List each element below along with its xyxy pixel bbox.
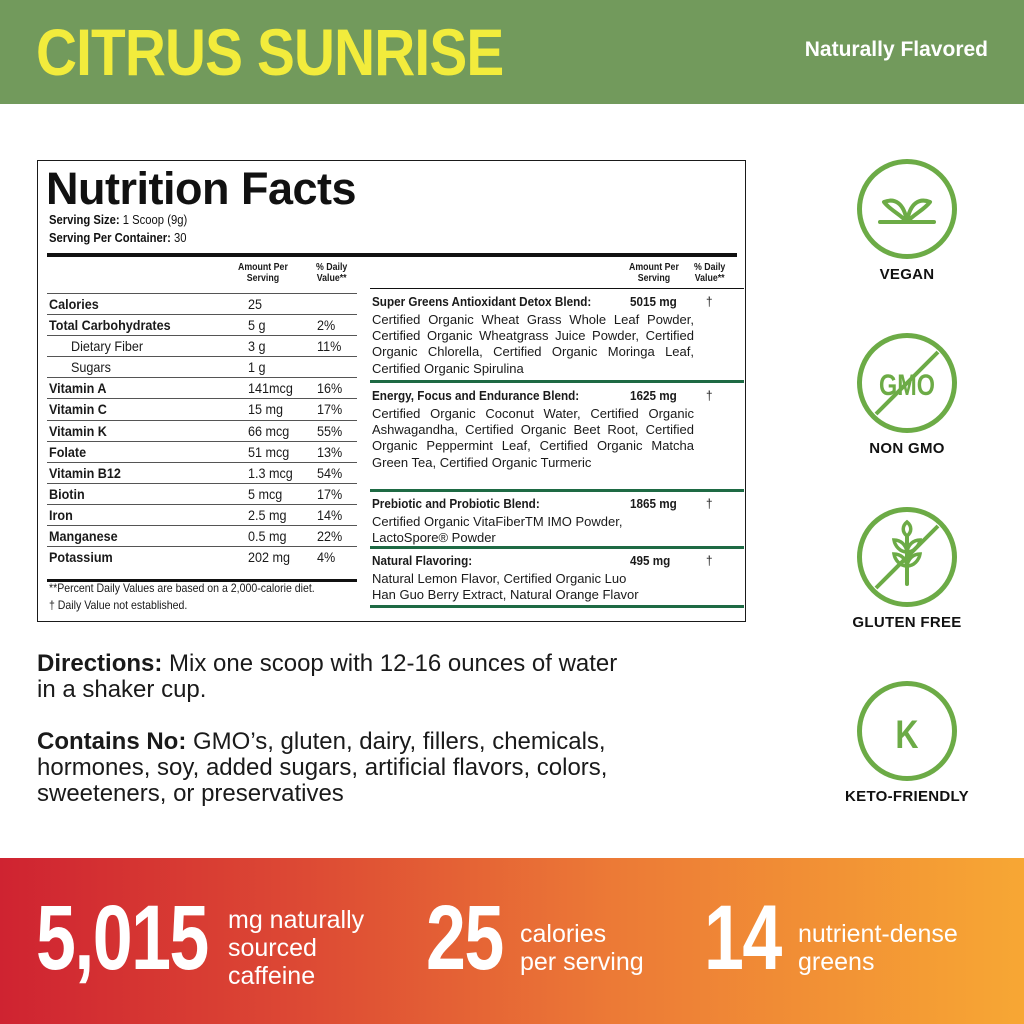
table-row: Manganese 0.5 mg 22% <box>47 525 357 546</box>
footnote-dv: **Percent Daily Values are based on a 2,… <box>49 581 315 595</box>
badge-label-gluten-free: GLUTEN FREE <box>852 614 962 631</box>
blend-ingredients: Natural Lemon Flavor, Certified Organic … <box>372 571 639 603</box>
serving-size: Serving Size: 1 Scoop (9g) <box>49 213 188 227</box>
servings-per-container: Serving Per Container: 30 <box>49 231 187 245</box>
left-dv-header: % Daily Value** <box>316 262 348 284</box>
table-row: Vitamin A 141mcg 16% <box>47 377 357 398</box>
contains-no: Contains No: GMO’s, gluten, dairy, fille… <box>37 728 608 807</box>
svg-text:K: K <box>895 712 918 757</box>
blend-super-greens: Super Greens Antioxidant Detox Blend: 501… <box>372 294 713 376</box>
stat-caffeine-label: mg naturally sourced caffeine <box>228 906 365 990</box>
flavor-tagline: Naturally Flavored <box>804 38 988 61</box>
blend-top-rule <box>370 288 744 289</box>
table-row: Sugars 1 g <box>47 356 357 377</box>
green-divider <box>370 489 744 492</box>
footnote-dagger: † Daily Value not established. <box>49 598 188 612</box>
green-divider <box>370 546 744 549</box>
leaf-icon <box>857 159 957 259</box>
table-row: Folate 51 mcg 13% <box>47 440 357 462</box>
blend-ingredients: Certified Organic VitaFiberTM IMO Powder… <box>372 514 623 546</box>
left-amount-header: Amount Per Serving <box>238 262 288 284</box>
table-row: Dietary Fiber 3 g 11% <box>47 335 357 356</box>
nutrition-facts-panel: Nutrition Facts Serving Size: 1 Scoop (9… <box>37 160 746 622</box>
table-row: Vitamin K 66 mcg 55% <box>47 419 357 441</box>
table-row: Total Carbohydrates 5 g 2% <box>47 314 357 335</box>
badge-label-keto: KETO-FRIENDLY <box>845 788 969 805</box>
blend-energy: Energy, Focus and Endurance Blend: 1625 m… <box>372 388 713 470</box>
thick-divider <box>47 253 737 257</box>
stat-caffeine-value: 5,015 <box>36 887 209 989</box>
stats-banner: 5,015 mg naturally sourced caffeine 25 cal… <box>0 858 1024 1024</box>
blend-prebiotic: Prebiotic and Probiotic Blend: 1865 mg † C… <box>372 496 713 546</box>
right-amount-header: Amount Per Serving <box>629 262 679 284</box>
stat-greens-label: nutrient-dense greens <box>798 920 958 976</box>
header-banner: CITRUS SUNRISE Naturally Flavored <box>0 0 1024 104</box>
nutrient-table: Calories 25 Total Carbohydrates 5 g 2% Diet… <box>47 293 357 567</box>
table-row: Biotin 5 mcg 17% <box>47 482 357 504</box>
stat-calories-value: 25 <box>426 887 504 989</box>
badge-label-non-gmo: NON GMO <box>869 440 945 457</box>
stat-calories-label: calories per serving <box>520 920 644 976</box>
stat-greens-value: 14 <box>704 887 782 989</box>
blend-ingredients: Certified Organic Coconut Water, Certifi… <box>372 406 694 470</box>
gluten-free-icon <box>857 507 957 607</box>
badge-label-vegan: VEGAN <box>879 266 935 283</box>
right-dv-header: % Daily Value** <box>694 262 726 284</box>
table-row: Calories 25 <box>47 293 357 314</box>
blend-flavoring: Natural Flavoring: 495 mg † Natural Lemon … <box>372 553 713 603</box>
nutrition-facts-title: Nutrition Facts <box>46 163 357 214</box>
green-divider <box>370 380 744 383</box>
blend-ingredients: Certified Organic Wheat Grass Whole Leaf… <box>372 312 694 376</box>
product-title: CITRUS SUNRISE <box>36 15 504 89</box>
table-bottom-rule <box>47 579 357 582</box>
non-gmo-icon: GMO <box>857 333 957 433</box>
table-row: Vitamin C 15 mg 17% <box>47 398 357 419</box>
table-row: Iron 2.5 mg 14% <box>47 503 357 525</box>
directions: Directions: Mix one scoop with 12-16 oun… <box>37 650 618 703</box>
table-row: Vitamin B12 1.3 mcg 54% <box>47 461 357 483</box>
green-divider <box>370 605 744 608</box>
table-row: Potassium 202 mg 4% <box>47 546 357 567</box>
keto-icon: K <box>857 681 957 781</box>
